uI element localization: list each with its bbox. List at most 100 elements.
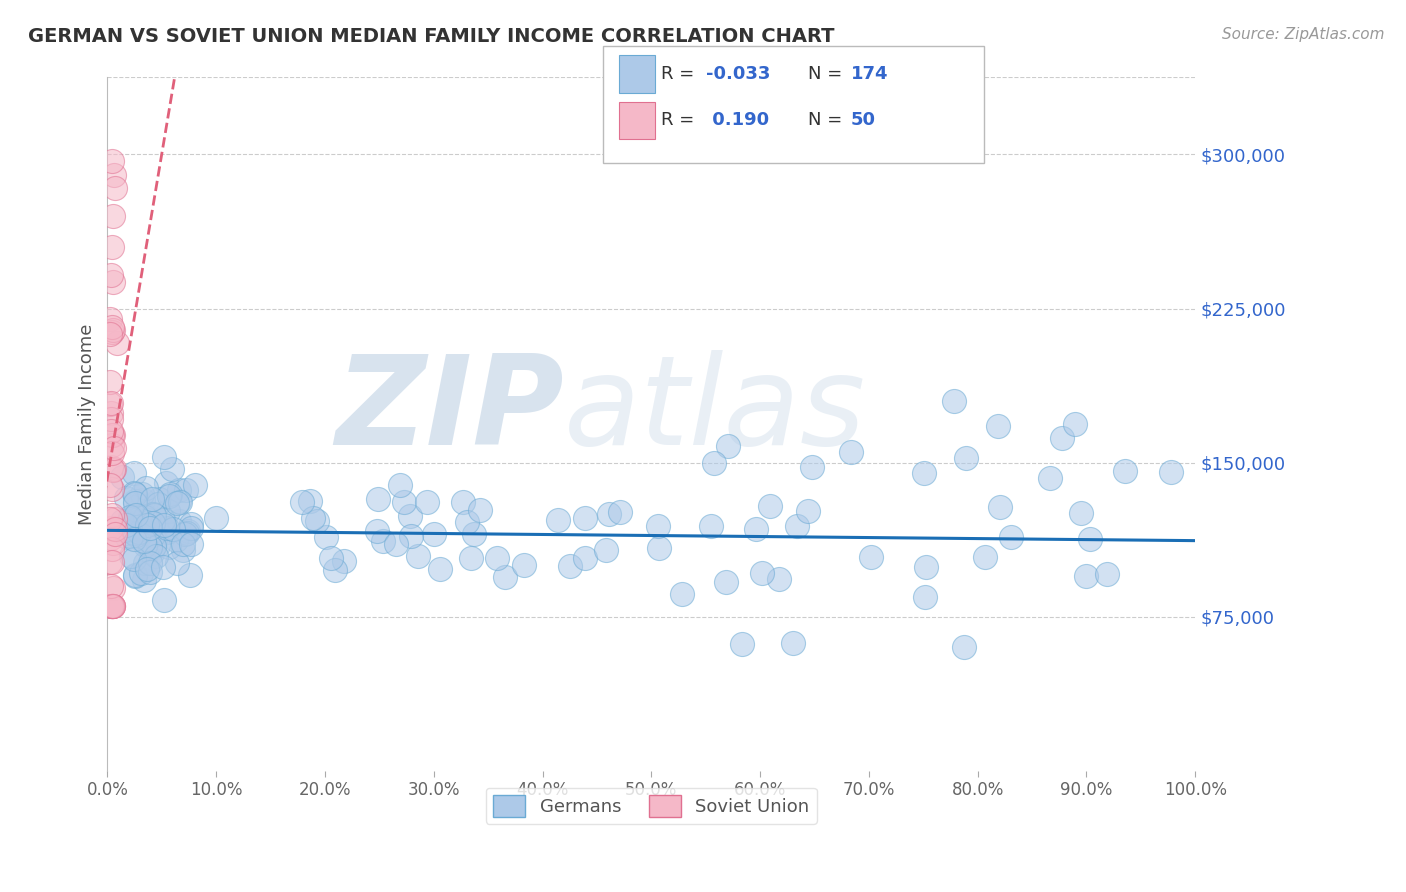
Point [839,445,862,459]
Text: -0.033: -0.033 [706,65,770,83]
Point [132,493,155,508]
Point [1074,569,1097,583]
Point [100,599,122,614]
Point [1050,431,1073,445]
Point [547,513,569,527]
Point [131,519,153,533]
Point [124,496,146,510]
Point [103,441,125,455]
Point [118,524,141,538]
Point [157,504,180,518]
Point [101,446,124,460]
Point [914,591,936,605]
Point [139,565,162,579]
Point [100,579,122,593]
Point [384,536,406,550]
Point [148,492,170,507]
Point [101,437,124,451]
Point [98,555,121,569]
Legend: Germans, Soviet Union: Germans, Soviet Union [485,788,817,824]
Point [146,537,169,551]
Point [155,476,177,491]
Text: R =: R = [661,112,700,129]
Point [647,519,669,533]
Point [172,543,194,558]
Point [124,508,146,523]
Point [388,478,411,492]
Point [118,511,141,525]
Point [120,521,142,535]
Point [172,537,194,551]
Point [142,508,165,522]
Point [125,515,148,529]
Point [323,562,346,576]
Point [153,593,176,607]
Text: 50: 50 [851,112,876,129]
Point [298,493,321,508]
Point [160,461,183,475]
Point [169,495,191,509]
Point [104,527,127,541]
Point [714,574,737,589]
Point [124,532,146,546]
Point [129,566,152,581]
Text: N =: N = [808,112,848,129]
Point [98,375,121,389]
Point [100,412,122,426]
Point [146,497,169,511]
Point [98,512,121,526]
Point [98,397,121,411]
Point [122,552,145,566]
Point [100,599,122,614]
Point [100,406,122,420]
Point [145,549,167,563]
Point [177,524,200,538]
Point [111,470,134,484]
Point [731,637,754,651]
Point [101,428,124,442]
Point [513,558,536,572]
Point [167,493,190,508]
Point [159,487,181,501]
Y-axis label: Median Family Income: Median Family Income [79,324,96,524]
Point [152,513,174,527]
Point [699,519,721,533]
Text: 0.190: 0.190 [706,112,769,129]
Point [132,573,155,587]
Point [1000,530,1022,544]
Point [485,550,508,565]
Point [135,518,157,533]
Point [595,543,617,558]
Point [758,499,780,513]
Point [128,526,150,541]
Point [609,505,631,519]
Point [468,503,491,517]
Point [860,549,883,564]
Point [101,599,124,614]
Point [101,535,124,549]
Point [98,311,121,326]
Point [142,528,165,542]
Point [453,495,475,509]
Point [167,514,190,528]
Point [205,511,228,525]
Point [302,511,325,525]
Point [156,520,179,534]
Point [429,561,451,575]
Point [101,326,124,340]
Point [101,428,124,442]
Point [100,532,122,546]
Text: atlas: atlas [564,350,866,471]
Point [124,494,146,508]
Point [321,551,343,566]
Point [125,528,148,542]
Point [179,567,201,582]
Point [100,153,122,168]
Point [333,554,356,568]
Point [648,541,671,555]
Text: R =: R = [661,65,700,83]
Point [955,451,977,466]
Point [717,439,740,453]
Point [115,491,138,505]
Point [987,418,1010,433]
